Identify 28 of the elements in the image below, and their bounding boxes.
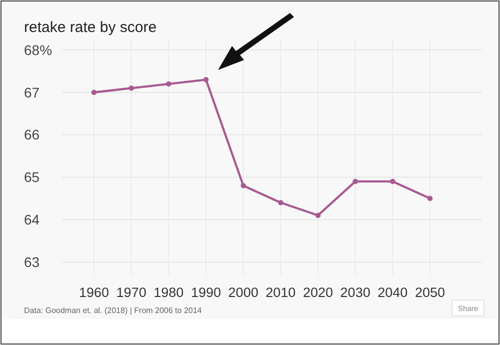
- point: [203, 77, 209, 82]
- y-tick-label: 65: [24, 169, 40, 186]
- point: [427, 196, 433, 202]
- point: [128, 86, 134, 91]
- x-tick-label: 1980: [154, 285, 184, 300]
- point: [240, 183, 246, 188]
- y-tick-label: 63: [24, 254, 40, 270]
- x-tick-label: 2040: [378, 285, 408, 300]
- point: [315, 212, 321, 218]
- x-tick-label: 2020: [302, 285, 334, 300]
- point: [166, 81, 172, 87]
- text: Data: Goodman et. al. (2018) | From 2006 to 2014: [24, 306, 202, 315]
- x-tick-label: 2000: [228, 285, 258, 300]
- x-tick-label: 1990: [190, 285, 222, 300]
- x-tick-label: 1970: [116, 285, 146, 300]
- y-tick-label: 68%: [24, 42, 52, 58]
- point: [352, 178, 358, 184]
- point: [278, 200, 284, 206]
- x-tick-label: 2030: [340, 285, 370, 300]
- point: [91, 90, 97, 96]
- x-tick-label: 2050: [414, 285, 446, 300]
- y-tick-label: 66: [24, 126, 40, 143]
- point: [390, 178, 396, 184]
- x-tick-label: 2010: [266, 285, 296, 300]
- y-tick-label: 67: [24, 84, 40, 100]
- y-tick-label: 64: [24, 212, 40, 228]
- x-tick-label: 1960: [78, 285, 110, 300]
- chart-title: retake rate by score: [24, 19, 157, 36]
